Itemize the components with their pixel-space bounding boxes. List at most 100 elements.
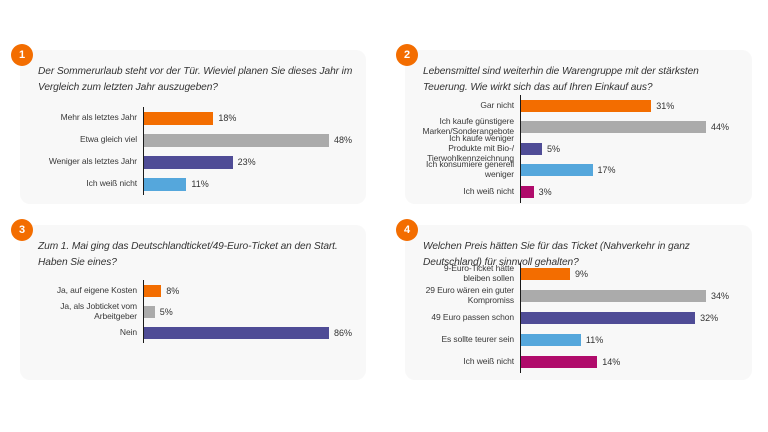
bar-label: Ich kaufe weniger Produkte mit Bio-/ Tie… [427, 133, 514, 163]
bar-zone: 31% [520, 95, 744, 117]
bar [521, 268, 570, 280]
bar-value: 32% [700, 313, 719, 323]
bar [144, 155, 233, 169]
bar-row: Ich kaufe günstigere Marken/Sonderangebo… [421, 116, 744, 138]
bar [521, 290, 706, 302]
bar [144, 284, 162, 297]
bar-zone: 9% [520, 263, 744, 285]
bar-label: Mehr als letztes Jahr [60, 112, 137, 123]
bar-row: 29 Euro wären ein guter Kompromiss 34% [421, 285, 744, 307]
bar-label: Ich weiß nicht [463, 356, 514, 367]
bar [144, 133, 329, 147]
bar-zone: 18% [143, 107, 358, 129]
bar [144, 326, 329, 339]
bar-value: 14% [602, 357, 621, 367]
bar-value: 3% [538, 186, 552, 197]
bar-label: Ich konsumiere generell weniger [426, 159, 514, 180]
bar-row: 49 Euro passen schon 32% [421, 307, 744, 329]
bar-chart: Gar nicht 31% Ich kaufe günstigere Marken/… [421, 95, 744, 203]
bar [521, 185, 534, 198]
bar-row: Weniger als letztes Jahr 23% [36, 151, 358, 173]
bar-zone: 86% [143, 322, 358, 343]
bar-value: 17% [597, 165, 616, 176]
bar-chart: Ja, auf eigene Kosten 8% Ja, als Jobticket… [36, 280, 358, 343]
bar-label: Ja, als Jobticket vom Arbeitgeber [60, 300, 137, 321]
bar-zone: 5% [520, 138, 744, 160]
bar [144, 177, 187, 191]
bar-label: 29 Euro wären ein guter Kompromiss [425, 285, 515, 305]
bar-zone: 44% [520, 116, 744, 138]
bar-value: 8% [166, 285, 180, 296]
bar-zone: 5% [143, 301, 358, 322]
bar-zone: 11% [520, 329, 744, 351]
bar [521, 312, 696, 324]
bar-value: 11% [191, 179, 209, 189]
bar-zone: 23% [143, 151, 358, 173]
bar [144, 305, 155, 318]
chart-number-badge: 1 [11, 44, 33, 66]
bar-value: 11% [585, 335, 604, 345]
bar [521, 121, 706, 134]
bar [521, 334, 581, 346]
bar-row: Ich weiß nicht 14% [421, 351, 744, 373]
bar [521, 99, 652, 112]
bar-zone: 48% [143, 129, 358, 151]
bar-label: 49 Euro passen schon [431, 312, 514, 323]
bar-value: 44% [711, 122, 730, 133]
bar-label: Ich weiß nicht [86, 178, 137, 189]
bar-zone: 34% [520, 285, 744, 307]
bar-value: 9% [575, 269, 589, 279]
bar-zone: 17% [520, 159, 744, 181]
chart-question: Lebensmittel sind weiterhin die Warengru… [423, 66, 699, 93]
bar-row: Ja, auf eigene Kosten 8% [36, 280, 358, 301]
bar-zone: 11% [143, 173, 358, 195]
bar-value: 86% [334, 327, 353, 338]
bar-label: Weniger als letztes Jahr [48, 156, 137, 167]
bar-value: 31% [656, 100, 675, 111]
bar-chart: Mehr als letztes Jahr 18% Etwa gleich viel… [36, 107, 358, 195]
bar-label: Es sollte teurer sein [441, 334, 514, 345]
bar-label: 9-Euro-Ticket hätte bleiben sollen [443, 263, 514, 283]
chart-question: Der Sommerurlaub steht vor der Tür. Wiev… [38, 66, 353, 93]
chart-card-3: 3 Zum 1. Mai ging das Deutschlandticket/… [11, 219, 366, 380]
bar-value: 5% [159, 306, 173, 317]
chart-number-badge: 2 [396, 44, 418, 66]
bar-row: Ja, als Jobticket vom Arbeitgeber 5% [36, 301, 358, 322]
bar-row: Nein 86% [36, 322, 358, 343]
bar-label: Ich weiß nicht [463, 185, 514, 196]
bar-row: 9-Euro-Ticket hätte bleiben sollen 9% [421, 263, 744, 285]
bar-row: Es sollte teurer sein 11% [421, 329, 744, 351]
bar-chart: 9-Euro-Ticket hätte bleiben sollen 9% 29 E… [421, 263, 744, 373]
chart-question: Welchen Preis hätten Sie für das Ticket … [423, 241, 690, 268]
bar [521, 164, 593, 177]
bar-label: Ich kaufe günstigere Marken/Sonderangebo… [422, 116, 515, 137]
bar-row: Ich kaufe weniger Produkte mit Bio-/ Tie… [421, 133, 744, 162]
chart-card-2: 2 Lebensmittel sind weiterhin die Wareng… [396, 44, 752, 204]
bar-row: Mehr als letztes Jahr 18% [36, 107, 358, 129]
bar-zone: 3% [520, 181, 744, 203]
bar-label: Etwa gleich viel [80, 134, 137, 145]
bar [144, 111, 214, 125]
bar-value: 18% [218, 113, 237, 123]
bar-label: Nein [119, 326, 137, 337]
bar-label: Ja, auf eigene Kosten [56, 284, 137, 295]
bar-row: Ich weiß nicht 11% [36, 173, 358, 195]
bar-value: 23% [237, 157, 256, 167]
bar-zone: 32% [520, 307, 744, 329]
bar-zone: 8% [143, 280, 358, 301]
bar-value: 48% [334, 135, 353, 145]
chart-card-4: 4 Welchen Preis hätten Sie für das Ticke… [396, 219, 752, 380]
bar [521, 142, 542, 155]
chart-card-1: 1 Der Sommerurlaub steht vor der Tür. Wi… [11, 44, 366, 204]
bar-row: Gar nicht 31% [421, 95, 744, 117]
chart-number-badge: 4 [396, 219, 418, 241]
chart-number-badge: 3 [11, 219, 33, 241]
bar-row: Ich weiß nicht 3% [421, 181, 744, 203]
bar-row: Etwa gleich viel 48% [36, 129, 358, 151]
bar-zone: 14% [520, 351, 744, 373]
bar [521, 356, 598, 368]
bar-label: Gar nicht [480, 99, 514, 110]
chart-question: Zum 1. Mai ging das Deutschlandticket/49… [38, 241, 338, 268]
bar-row: Ich konsumiere generell weniger 17% [421, 159, 744, 181]
